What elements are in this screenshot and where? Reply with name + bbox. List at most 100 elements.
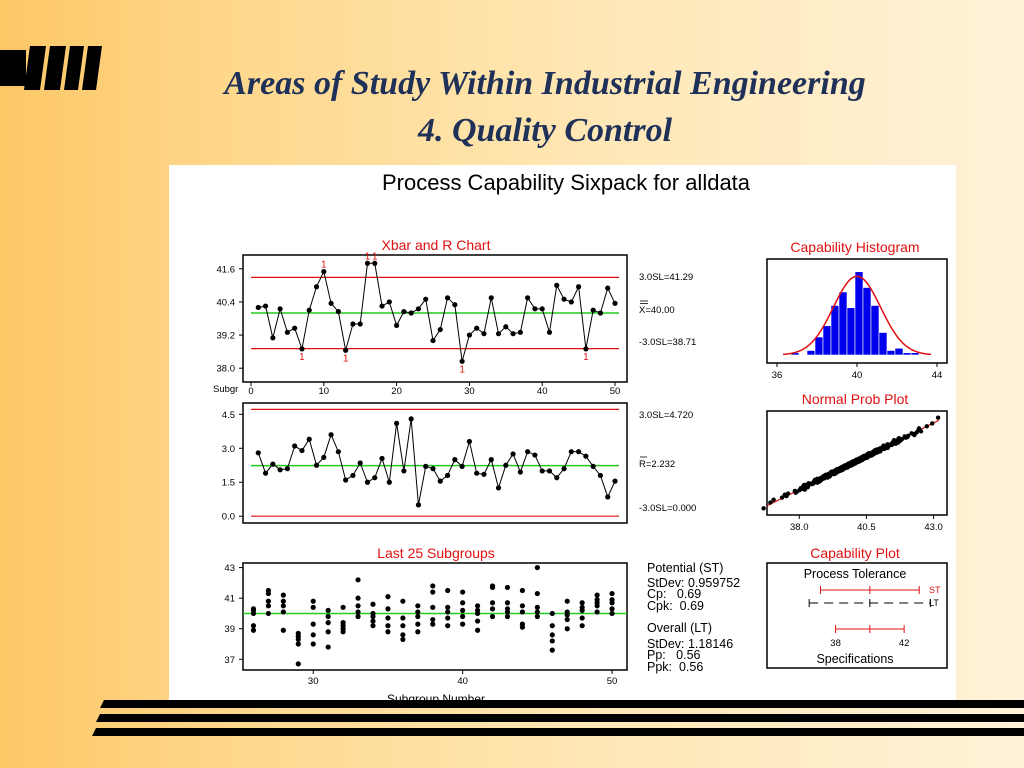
range-point — [452, 457, 458, 463]
last25-point — [280, 603, 286, 609]
xbar-point — [270, 335, 276, 341]
xbar-point — [546, 329, 553, 335]
xbar-point — [612, 300, 618, 306]
xbar-point — [335, 308, 341, 315]
last25-point — [355, 577, 361, 583]
last25-point — [430, 583, 436, 589]
last25-point — [489, 606, 496, 612]
range-point — [605, 494, 611, 500]
range-series-line — [257, 418, 616, 505]
last25-point — [519, 587, 526, 594]
xbar-point — [401, 308, 407, 315]
last25-point — [415, 613, 421, 620]
xbar-point — [583, 346, 589, 352]
slide-title: Areas of Study Within Industrial Enginee… — [224, 65, 866, 102]
histogram-bar — [806, 350, 816, 356]
last25-point — [265, 598, 272, 604]
last25-ytick-label: 41 — [224, 594, 235, 605]
xbar-point — [517, 329, 523, 335]
range-point — [372, 475, 378, 481]
normprob-point — [806, 481, 811, 486]
histogram-bar — [878, 332, 888, 356]
range-point — [510, 451, 516, 457]
last25-point — [579, 623, 585, 629]
xbar-point — [277, 306, 283, 312]
xbar-point — [466, 332, 472, 338]
histogram-xtick-label: 40 — [852, 370, 863, 381]
last25-point — [310, 621, 316, 627]
xbar-ytick-label: 38.0 — [217, 364, 236, 375]
range-point — [503, 462, 509, 468]
xbar-point — [444, 295, 451, 301]
range-point — [481, 471, 487, 477]
range-point — [517, 469, 523, 475]
last25-point — [519, 603, 526, 609]
last25-point — [400, 623, 406, 629]
normprob-point — [761, 506, 766, 511]
last25-point — [385, 606, 391, 612]
range-point — [357, 460, 363, 466]
range-point — [423, 463, 429, 469]
xbar-point — [357, 321, 363, 327]
xbar-point — [321, 268, 327, 275]
xbar-point — [495, 331, 502, 337]
range-point — [576, 449, 582, 455]
last25-point — [519, 624, 526, 630]
last25-point — [609, 590, 615, 597]
normprob-point — [792, 488, 798, 494]
xbar-point — [605, 285, 611, 291]
range-point — [554, 475, 560, 481]
range-point — [532, 452, 538, 458]
xbar-point — [561, 296, 567, 302]
stat-cp: Cp: 0.69 — [647, 587, 701, 601]
normprob-point — [930, 421, 935, 426]
histogram-bar — [830, 305, 840, 356]
xbar-point — [488, 295, 494, 301]
histogram-bar — [822, 325, 832, 356]
xbar-point — [350, 321, 356, 327]
xbar-point — [343, 347, 349, 353]
histogram-normal-curve — [782, 275, 932, 356]
last25-point — [385, 623, 391, 629]
last25-point — [325, 620, 331, 626]
xbar-flag-label: 1 — [372, 251, 378, 262]
range-point — [386, 479, 392, 485]
range-point — [401, 468, 407, 474]
xbar-point — [481, 331, 487, 337]
range-point — [590, 463, 596, 469]
xbar-point — [510, 331, 516, 337]
range-ytick-label: 3.0 — [222, 444, 235, 455]
range-point — [474, 470, 480, 476]
last25-point — [280, 627, 286, 633]
last25-point — [250, 627, 257, 633]
xbar-xtick-label: 20 — [391, 386, 402, 397]
last25-point — [519, 609, 526, 615]
last25-point — [385, 594, 391, 600]
last25-point — [474, 610, 481, 617]
last25-point — [474, 618, 481, 624]
normprob-point — [779, 495, 785, 500]
last25-point — [340, 604, 346, 610]
normprob-frame — [766, 410, 948, 516]
last25-point — [325, 607, 331, 613]
bottom-stripes — [92, 700, 1024, 736]
stat-overall-header: Overall (LT) — [647, 621, 712, 635]
normprob-xtick-label: 43.0 — [924, 522, 943, 533]
last25-point — [370, 610, 376, 617]
last25-point — [370, 601, 376, 607]
last25-point — [430, 616, 436, 623]
range-point — [568, 449, 574, 455]
last25-point — [460, 589, 466, 595]
xbar-flag-label: 1 — [459, 364, 465, 375]
last25-point — [370, 618, 376, 624]
last25-point — [415, 603, 421, 609]
normprob-point — [768, 500, 773, 505]
last25-point — [415, 629, 421, 635]
histogram-xtick-label: 36 — [772, 370, 783, 381]
stat-potential-header: Potential (ST) — [647, 561, 723, 575]
histogram-bar — [870, 305, 880, 356]
range-point — [546, 468, 553, 474]
xbar-flag-label: 1 — [365, 251, 371, 262]
xbar-point — [459, 358, 465, 364]
last25-xtick-label: 50 — [607, 676, 618, 687]
